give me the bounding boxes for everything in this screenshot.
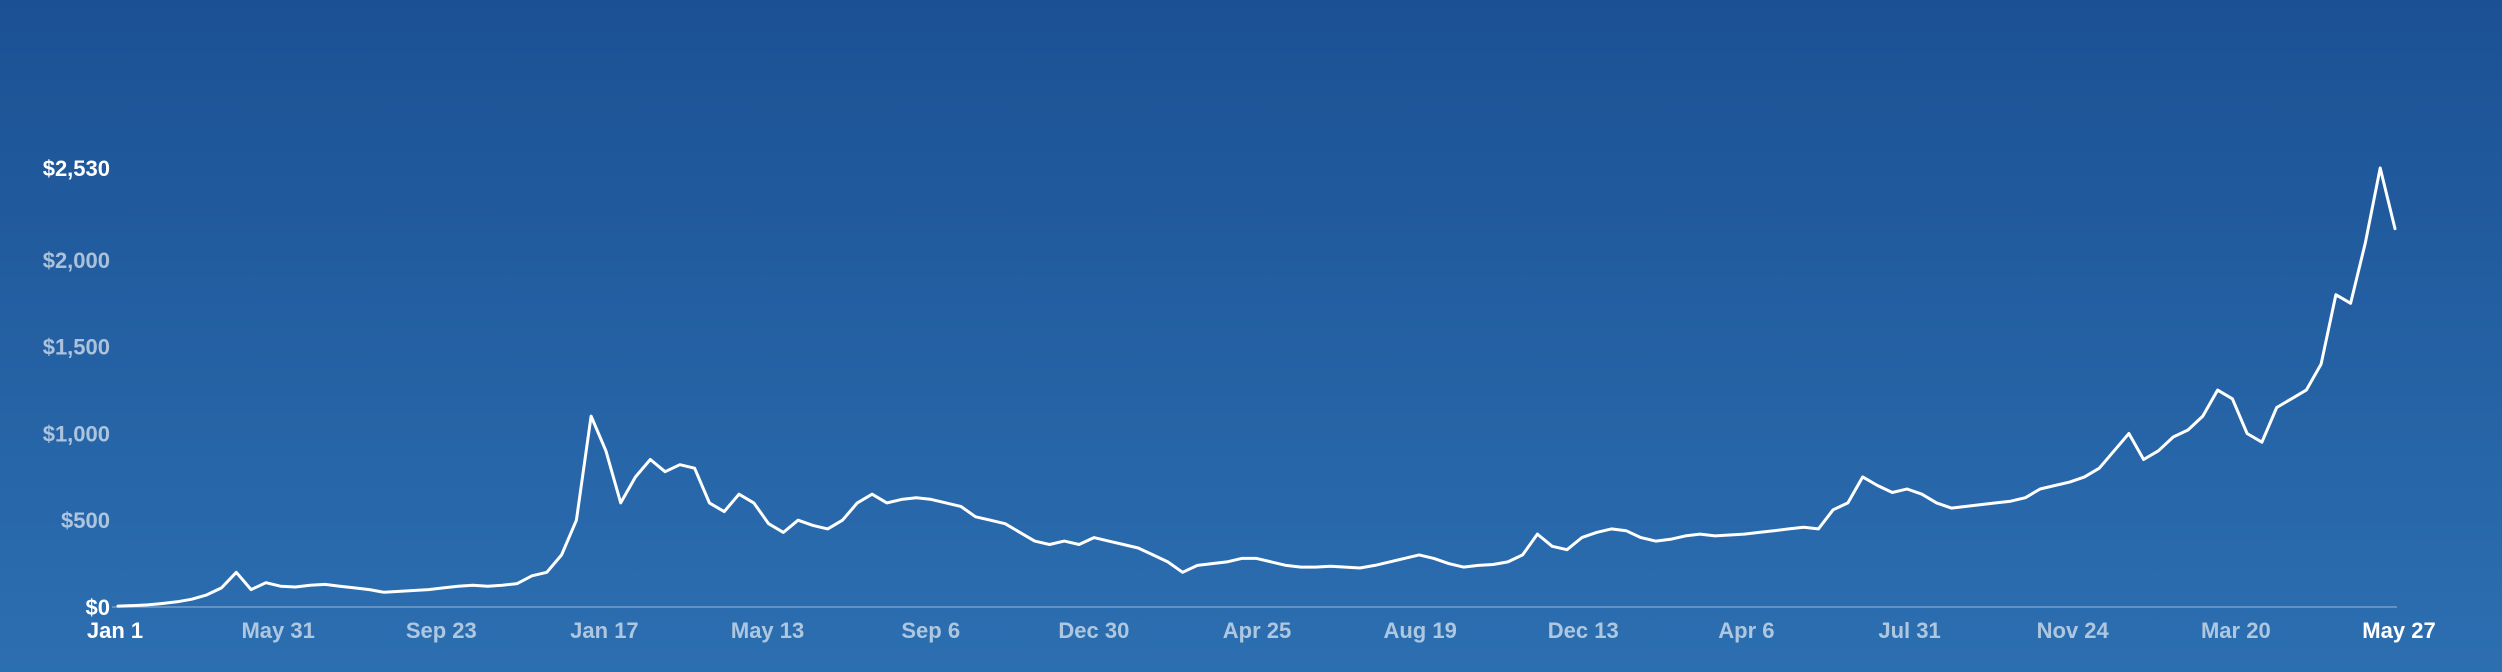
y-tick-label: $0 [86,595,110,620]
y-axis: $0 $500 $1,000 $1,500 $2,000 $2,530 [43,156,110,620]
x-tick-label: Sep 6 [901,618,960,643]
x-tick-label: Apr 25 [1223,618,1291,643]
x-tick-label: Aug 19 [1383,618,1456,643]
x-tick-label: Jan 17 [570,618,639,643]
y-tick-label: $1,000 [43,421,110,446]
x-tick-label: May 31 [241,618,314,643]
y-tick-label: $2,530 [43,156,110,181]
x-tick-label: Jul 31 [1878,618,1940,643]
x-tick-label: Nov 24 [2037,618,2110,643]
y-tick-label: $2,000 [43,248,110,273]
x-tick-label: Mar 20 [2201,618,2271,643]
x-tick-label: Dec 13 [1548,618,1619,643]
y-tick-label: $1,500 [43,335,110,360]
x-tick-label: Sep 23 [406,618,477,643]
x-tick-label: Jan 1 [87,618,143,643]
price-line [116,166,2397,608]
x-tick-label: May 13 [731,618,804,643]
x-tick-label: Apr 6 [1718,618,1774,643]
y-tick-label: $500 [61,508,110,533]
x-axis: Jan 1 May 31 Sep 23 Jan 17 May 13 Sep 6 Dec 30… [87,618,2436,643]
x-tick-label: Dec 30 [1058,618,1129,643]
x-tick-label: May 27 [2362,618,2435,643]
